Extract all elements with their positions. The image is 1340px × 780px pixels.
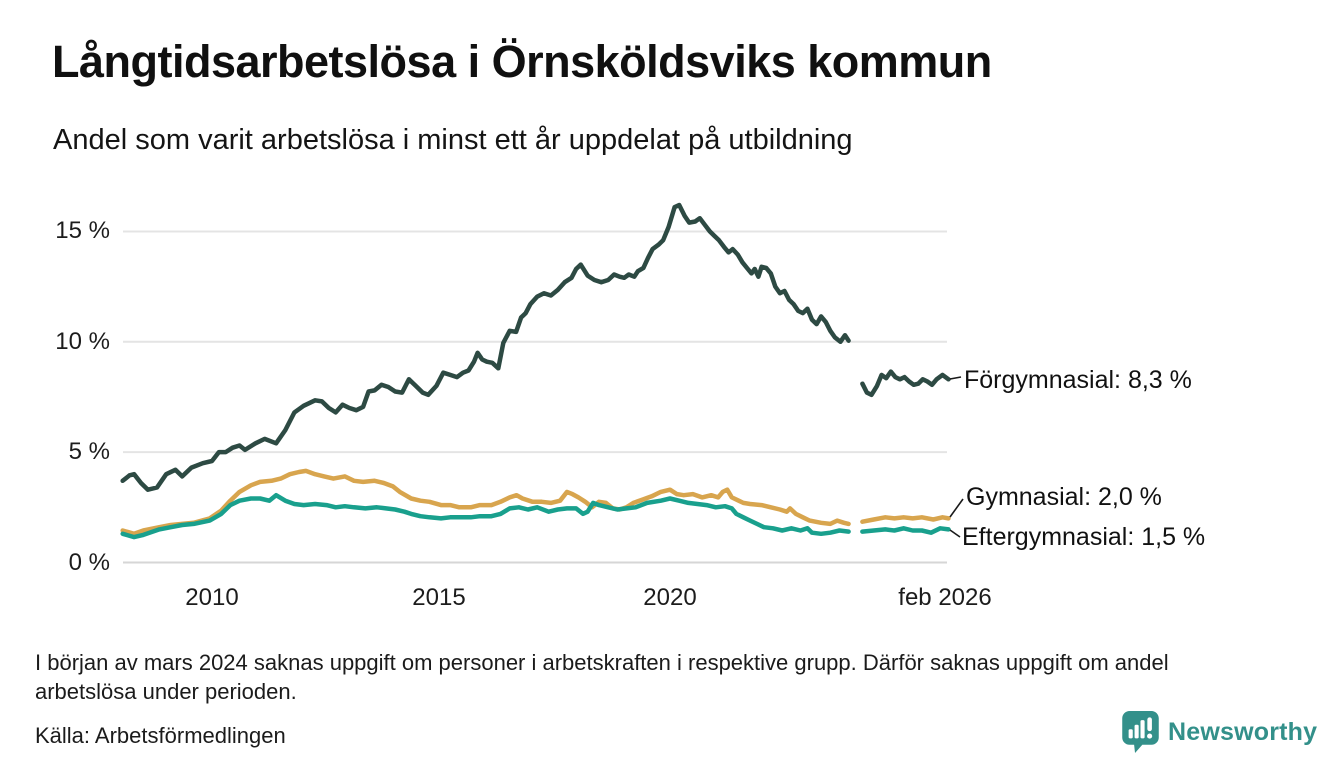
line-gymnasial-seg2: [860, 515, 951, 524]
series-label-gymnasial: Gymnasial: 2,0 %: [966, 483, 1162, 511]
line-förgymnasial-seg2: [860, 369, 951, 398]
connector-gymnasial: [949, 498, 964, 518]
x-axis-tick-2015: 2015: [412, 584, 466, 611]
footnote: I början av mars 2024 saknas uppgift om …: [35, 650, 1169, 704]
line-förgymnasial-seg1: [120, 202, 851, 492]
newsworthy-logo-icon: [1122, 711, 1159, 753]
label-connectors: [949, 376, 964, 538]
y-axis-tick-5: 5 %: [68, 438, 110, 465]
source-credit: Källa: Arbetsförmedlingen: [35, 723, 286, 748]
line-eftergymnasial-seg2: [860, 526, 951, 535]
brand-lockup: Newsworthy: [1122, 710, 1317, 754]
connector-forgymnasial: [949, 376, 962, 380]
page-title: Långtidsarbetslösa i Örnsköldsviks kommu…: [52, 36, 992, 87]
connector-eftergymnasial: [949, 529, 961, 538]
newsworthy-wordmark: Newsworthy: [1168, 717, 1318, 746]
line-gymnasial-seg1: [120, 468, 851, 537]
gridlines: [123, 230, 947, 564]
series-label-eftergymnasial: Eftergymnasial: 1,5 %: [962, 523, 1206, 551]
series-label-forgymnasial: Förgymnasial: 8,3 %: [964, 366, 1192, 394]
y-axis-tick-10: 10 %: [55, 328, 110, 355]
y-axis-tick-15: 15 %: [55, 217, 110, 244]
line-eftergymnasial-seg1: [120, 492, 851, 540]
page-subtitle: Andel som varit arbetslösa i minst ett å…: [53, 124, 853, 156]
x-axis-tick-feb-2026: feb 2026: [898, 584, 992, 611]
x-axis-tick-2010: 2010: [185, 584, 239, 611]
series-lines: [120, 202, 951, 540]
y-axis-tick-0: 0 %: [68, 549, 110, 576]
x-axis-tick-2020: 2020: [643, 584, 697, 611]
